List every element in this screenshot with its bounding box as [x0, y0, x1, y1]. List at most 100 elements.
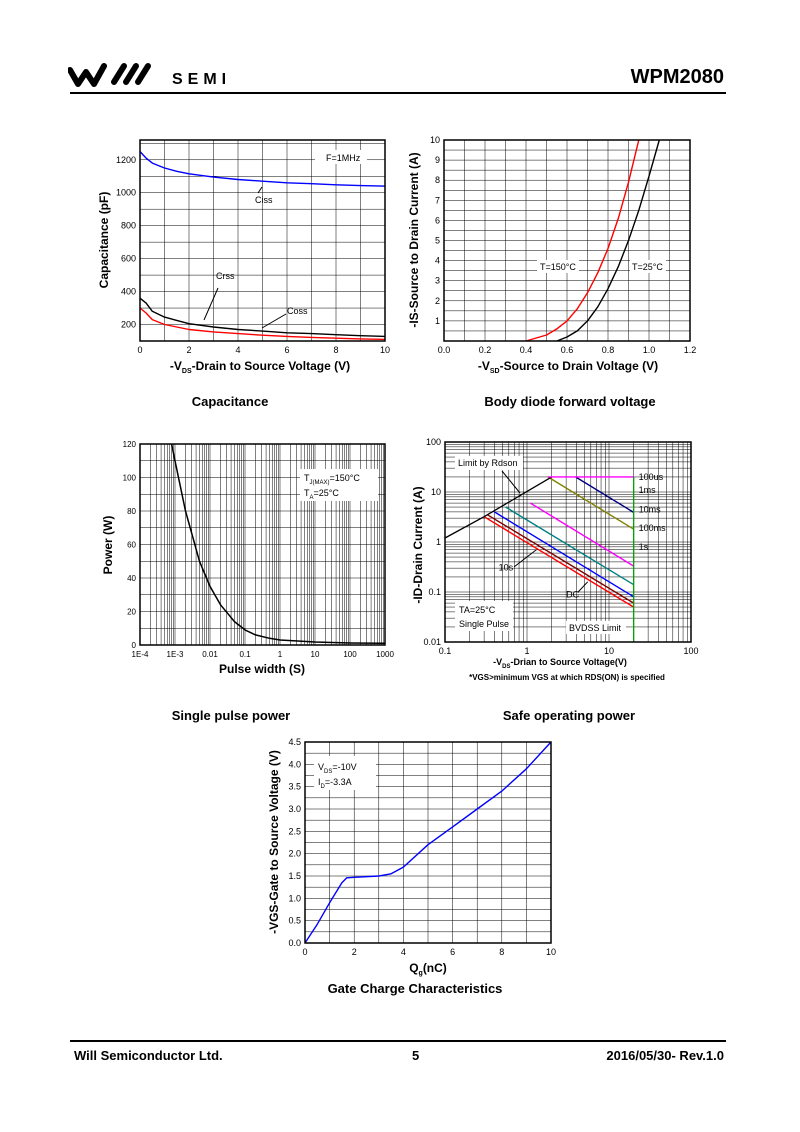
x-tick-label: 8	[499, 947, 504, 957]
pulse-power-series	[170, 443, 386, 645]
bvdss-box	[566, 621, 626, 634]
x-tick-label: 0	[302, 947, 307, 957]
soa-series-labels: 100us 1ms 10ms 100ms 1s 10s DC	[499, 472, 667, 599]
dc-pointer	[577, 581, 589, 593]
coss-pointer	[261, 313, 287, 329]
t25-label: T=25°C	[632, 262, 663, 272]
soa-label-1s: 1s	[639, 542, 649, 552]
x-tick-label: 100	[683, 646, 698, 656]
series-line-100us	[575, 476, 635, 513]
y-tick-label: 100	[426, 437, 441, 447]
y-tick-label: 40	[127, 574, 136, 583]
series-line-10ms	[530, 502, 635, 567]
pulse-power-chart: 1E-4 1E-3 0.01 0.1 1 10 100 1000 0 20 40 60 80 100 120…	[101, 440, 395, 676]
x-tick-label: 0	[137, 345, 142, 355]
y-tick-label: 20	[127, 608, 136, 617]
y-tick-label: 6	[435, 215, 440, 225]
pulse-power-ticks: 1E-4 1E-3 0.01 0.1 1 10 100 1000 0 20 40 60 80 100 120	[123, 440, 395, 659]
body-diode-xlabel: -VSD-Source to Drain Voltage (V)	[478, 359, 658, 375]
y-tick-label: 0	[132, 641, 137, 650]
y-tick-label: 7	[435, 195, 440, 205]
pp-ta-label: TA=25°C	[304, 488, 339, 501]
y-tick-label: 2.5	[288, 826, 301, 836]
gate-charge-xlabel: Qg(nC)	[409, 961, 447, 977]
capacitance-series	[139, 151, 386, 341]
body-diode-ylabel: -IS-Source to Drain Current (A)	[407, 152, 421, 327]
capacitance-xlabel: -VDS-Drain to Source Voltage (V)	[170, 359, 350, 375]
soa-ta-box	[455, 601, 513, 631]
x-tick-label: 0.4	[520, 345, 533, 355]
x-tick-label: 6	[284, 345, 289, 355]
plot-frame	[139, 443, 386, 646]
y-tick-label: 0.5	[288, 916, 301, 926]
y-tick-label: 1	[436, 537, 441, 547]
t150-box	[537, 260, 579, 273]
series-line-dc	[483, 516, 635, 608]
x-tick-label: 1E-3	[167, 650, 184, 659]
y-tick-label: 1200	[116, 155, 136, 165]
series-line-10s	[487, 514, 635, 604]
soa-ylabel: -ID-Drain Current (A)	[411, 486, 425, 603]
soa-single-label: Single Pulse	[459, 619, 509, 629]
y-tick-label: 400	[121, 287, 136, 297]
y-tick-label: 3	[435, 276, 440, 286]
gate-charge-series	[304, 741, 552, 944]
x-tick-label: 2	[352, 947, 357, 957]
pp-annot-box	[300, 469, 378, 501]
y-tick-label: 2	[435, 296, 440, 306]
x-tick-label: 1	[278, 650, 283, 659]
rds-box	[455, 456, 523, 470]
pulse-power-xlabel: Pulse width (S)	[219, 662, 305, 676]
x-tick-label: 4	[235, 345, 240, 355]
soa-series	[444, 476, 635, 642]
series-line-ciss	[139, 151, 386, 187]
y-tick-label: 0.1	[428, 587, 441, 597]
y-tick-label: 80	[127, 507, 136, 516]
plot-frame	[139, 139, 386, 342]
x-tick-label: 0.1	[239, 650, 251, 659]
soa-label-1ms: 1ms	[639, 485, 657, 495]
capacitance-ylabel: Capacitance (pF)	[97, 192, 111, 289]
caption-body-diode: Body diode forward voltage	[484, 394, 656, 409]
series-line-1s	[494, 511, 635, 598]
gate-charge-chart: 0 2 4 6 8 10 0.0 0.5 1.0 1.5 2.0 2.5 3.0 3.5 4.0 4.5 Qg…	[267, 737, 556, 977]
pulse-power-ylabel: Power (W)	[101, 516, 115, 575]
coss-label: Coss	[287, 306, 308, 316]
y-tick-label: 4	[435, 256, 440, 266]
body-diode-series	[525, 139, 660, 342]
ciss-label: Ciss	[255, 195, 273, 205]
rdson-limit-line	[444, 476, 553, 539]
y-tick-label: 800	[121, 221, 136, 231]
cap-freq-label: F=1MHz	[326, 153, 361, 163]
y-tick-label: 3.5	[288, 782, 301, 792]
y-tick-label: 200	[121, 320, 136, 330]
crss-label: Crss	[216, 271, 235, 281]
freq-box	[315, 150, 367, 164]
plot-frame	[443, 139, 691, 342]
body-diode-ticks: 0.0 0.2 0.4 0.6 0.8 1.0 1.2 1 2 3 4 5 6 7 8 9 10	[430, 135, 696, 355]
y-tick-label: 4.5	[288, 737, 301, 747]
y-tick-label: 5	[435, 236, 440, 246]
part-number: WPM2080	[630, 66, 724, 88]
soa-label-100ms: 100ms	[639, 523, 667, 533]
gate-charge-ylabel: -VGS-Gate to Source Voltage (V)	[267, 750, 281, 934]
y-tick-label: 120	[123, 440, 137, 449]
y-tick-label: 10	[431, 487, 441, 497]
x-tick-label: 8	[333, 345, 338, 355]
t150-label: T=150°C	[540, 262, 576, 272]
x-tick-label: 100	[343, 650, 357, 659]
soa-label-10ms: 10ms	[639, 504, 662, 514]
x-tick-label: 4	[401, 947, 406, 957]
crss-pointer	[203, 287, 219, 321]
x-tick-label: 10	[380, 345, 390, 355]
x-tick-label: 6	[450, 947, 455, 957]
series-line-100ms	[505, 506, 635, 586]
y-tick-label: 4.0	[288, 759, 301, 769]
y-tick-label: 600	[121, 254, 136, 264]
header-rule	[70, 92, 726, 94]
y-tick-label: 1000	[116, 188, 136, 198]
gate-charge-ticks: 0 2 4 6 8 10 0.0 0.5 1.0 1.5 2.0 2.5 3.0 3.5 4.0 4.5	[288, 737, 556, 957]
plot-frame	[304, 741, 552, 944]
